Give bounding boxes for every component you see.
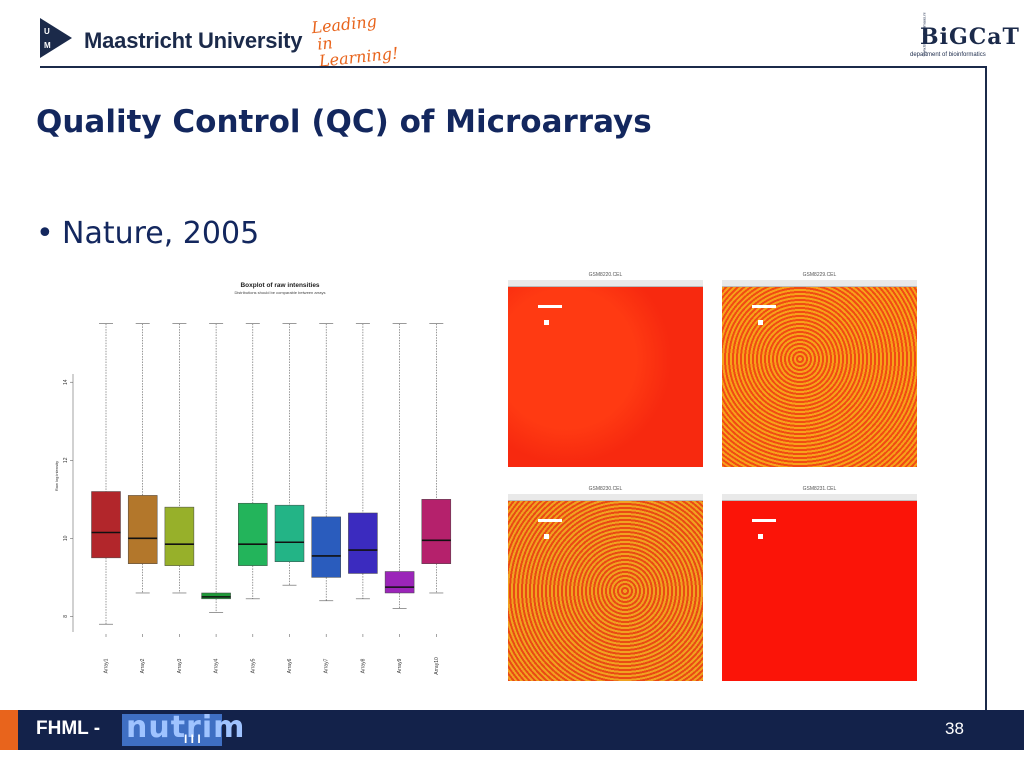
chart-title: Boxplot of raw intensities <box>240 282 319 289</box>
box <box>311 516 341 578</box>
y-tick-label: 8 <box>63 615 69 618</box>
chip-image: GSM8231.CEL <box>722 486 917 681</box>
boxplot-marks: 8 10 12 14 Array1 Array2 Array3 Array4 Array5 Arr… <box>63 323 452 675</box>
chip-header-strip <box>508 494 703 501</box>
chip-label: GSM8231.CEL <box>802 486 837 492</box>
svg-text:M: M <box>44 41 51 50</box>
bullet-icon: • <box>36 216 54 251</box>
chip-image: GSM8230.CEL <box>508 486 703 681</box>
footer-accent-bar <box>0 710 18 750</box>
svg-text:U: U <box>44 27 50 36</box>
chip-marker-square <box>758 320 763 325</box>
box <box>201 592 231 600</box>
slide-title: Quality Control (QC) of Microarrays <box>36 104 652 140</box>
x-tick-label: Array6 <box>287 658 293 673</box>
chart-subtitle: Distributions should be comparable betwe… <box>235 290 326 295</box>
chip-intensity-field <box>722 501 917 681</box>
x-tick-label: Array9 <box>397 658 403 673</box>
nutrim-logo: nutrim I I I <box>122 710 244 746</box>
chip-header-strip <box>508 280 703 287</box>
header-divider <box>40 66 986 68</box>
chip-marker-square <box>544 534 549 539</box>
bullet-item: • Nature, 2005 <box>36 216 259 251</box>
nutrim-logo-text: nutrim <box>126 710 246 745</box>
chip-label: GSM8220.CEL <box>588 272 623 278</box>
chip-marker-square <box>758 534 763 539</box>
chip-intensity-field <box>722 287 917 467</box>
y-tick-label: 12 <box>63 457 69 463</box>
x-tick-label: Array8 <box>360 658 366 673</box>
chip-header-strip <box>722 280 917 287</box>
chip-marker-bar <box>752 305 776 308</box>
y-axis-label: Raw log intensity <box>54 461 59 491</box>
bigcat-logo: www.BiGCaT.unimaas.nl BiGCaT department … <box>906 13 1019 64</box>
university-name: Maastricht University <box>84 28 303 53</box>
slide-header: U M Maastricht University Leading in Lea… <box>0 0 1024 71</box>
bigcat-logo-subtitle: department of bioinformatics <box>910 52 986 58</box>
university-slogan: Leading in Learning! <box>311 9 416 71</box>
nutrim-logo-marks: I I I <box>184 732 201 746</box>
box <box>348 512 378 574</box>
boxplot-chart: Boxplot of raw intensities Distributions… <box>54 282 452 675</box>
x-tick-label: Array3 <box>177 658 183 673</box>
page-number: 38 <box>945 719 964 738</box>
chip-image: GSM8220.CEL <box>508 272 703 467</box>
chip-label: GSM8229.CEL <box>802 272 837 278</box>
chip-header-strip <box>722 494 917 501</box>
x-tick-label: Array1 <box>104 658 110 673</box>
chip-intensity-field <box>508 287 703 467</box>
chip-marker-bar <box>538 519 562 522</box>
box <box>127 495 158 564</box>
x-tick-label: Array5 <box>250 658 256 673</box>
footer-institute-label: FHML - <box>36 718 101 739</box>
right-divider <box>985 66 987 750</box>
chip-marker-square <box>544 320 549 325</box>
box <box>238 502 268 566</box>
box <box>91 491 121 559</box>
bigcat-logo-text: BiGCaT <box>920 24 1020 50</box>
chip-marker-bar <box>538 305 562 308</box>
chip-intensity-field <box>508 501 703 681</box>
chip-marker-bar <box>752 519 776 522</box>
box <box>274 504 305 563</box>
maastricht-university-logo-icon: U M <box>40 18 72 58</box>
x-tick-label: Array10 <box>434 657 440 675</box>
x-tick-label: Array7 <box>324 658 330 673</box>
x-tick-label: Array4 <box>214 658 220 673</box>
y-tick-label: 14 <box>63 379 69 385</box>
x-tick-label: Array2 <box>140 658 146 673</box>
chip-label: GSM8230.CEL <box>588 486 623 492</box>
box <box>164 506 195 566</box>
bullet-text: Nature, 2005 <box>62 216 260 251</box>
box <box>421 499 452 564</box>
y-tick-label: 10 <box>63 535 69 541</box>
box <box>384 571 415 594</box>
chip-image: GSM8229.CEL <box>722 272 917 467</box>
